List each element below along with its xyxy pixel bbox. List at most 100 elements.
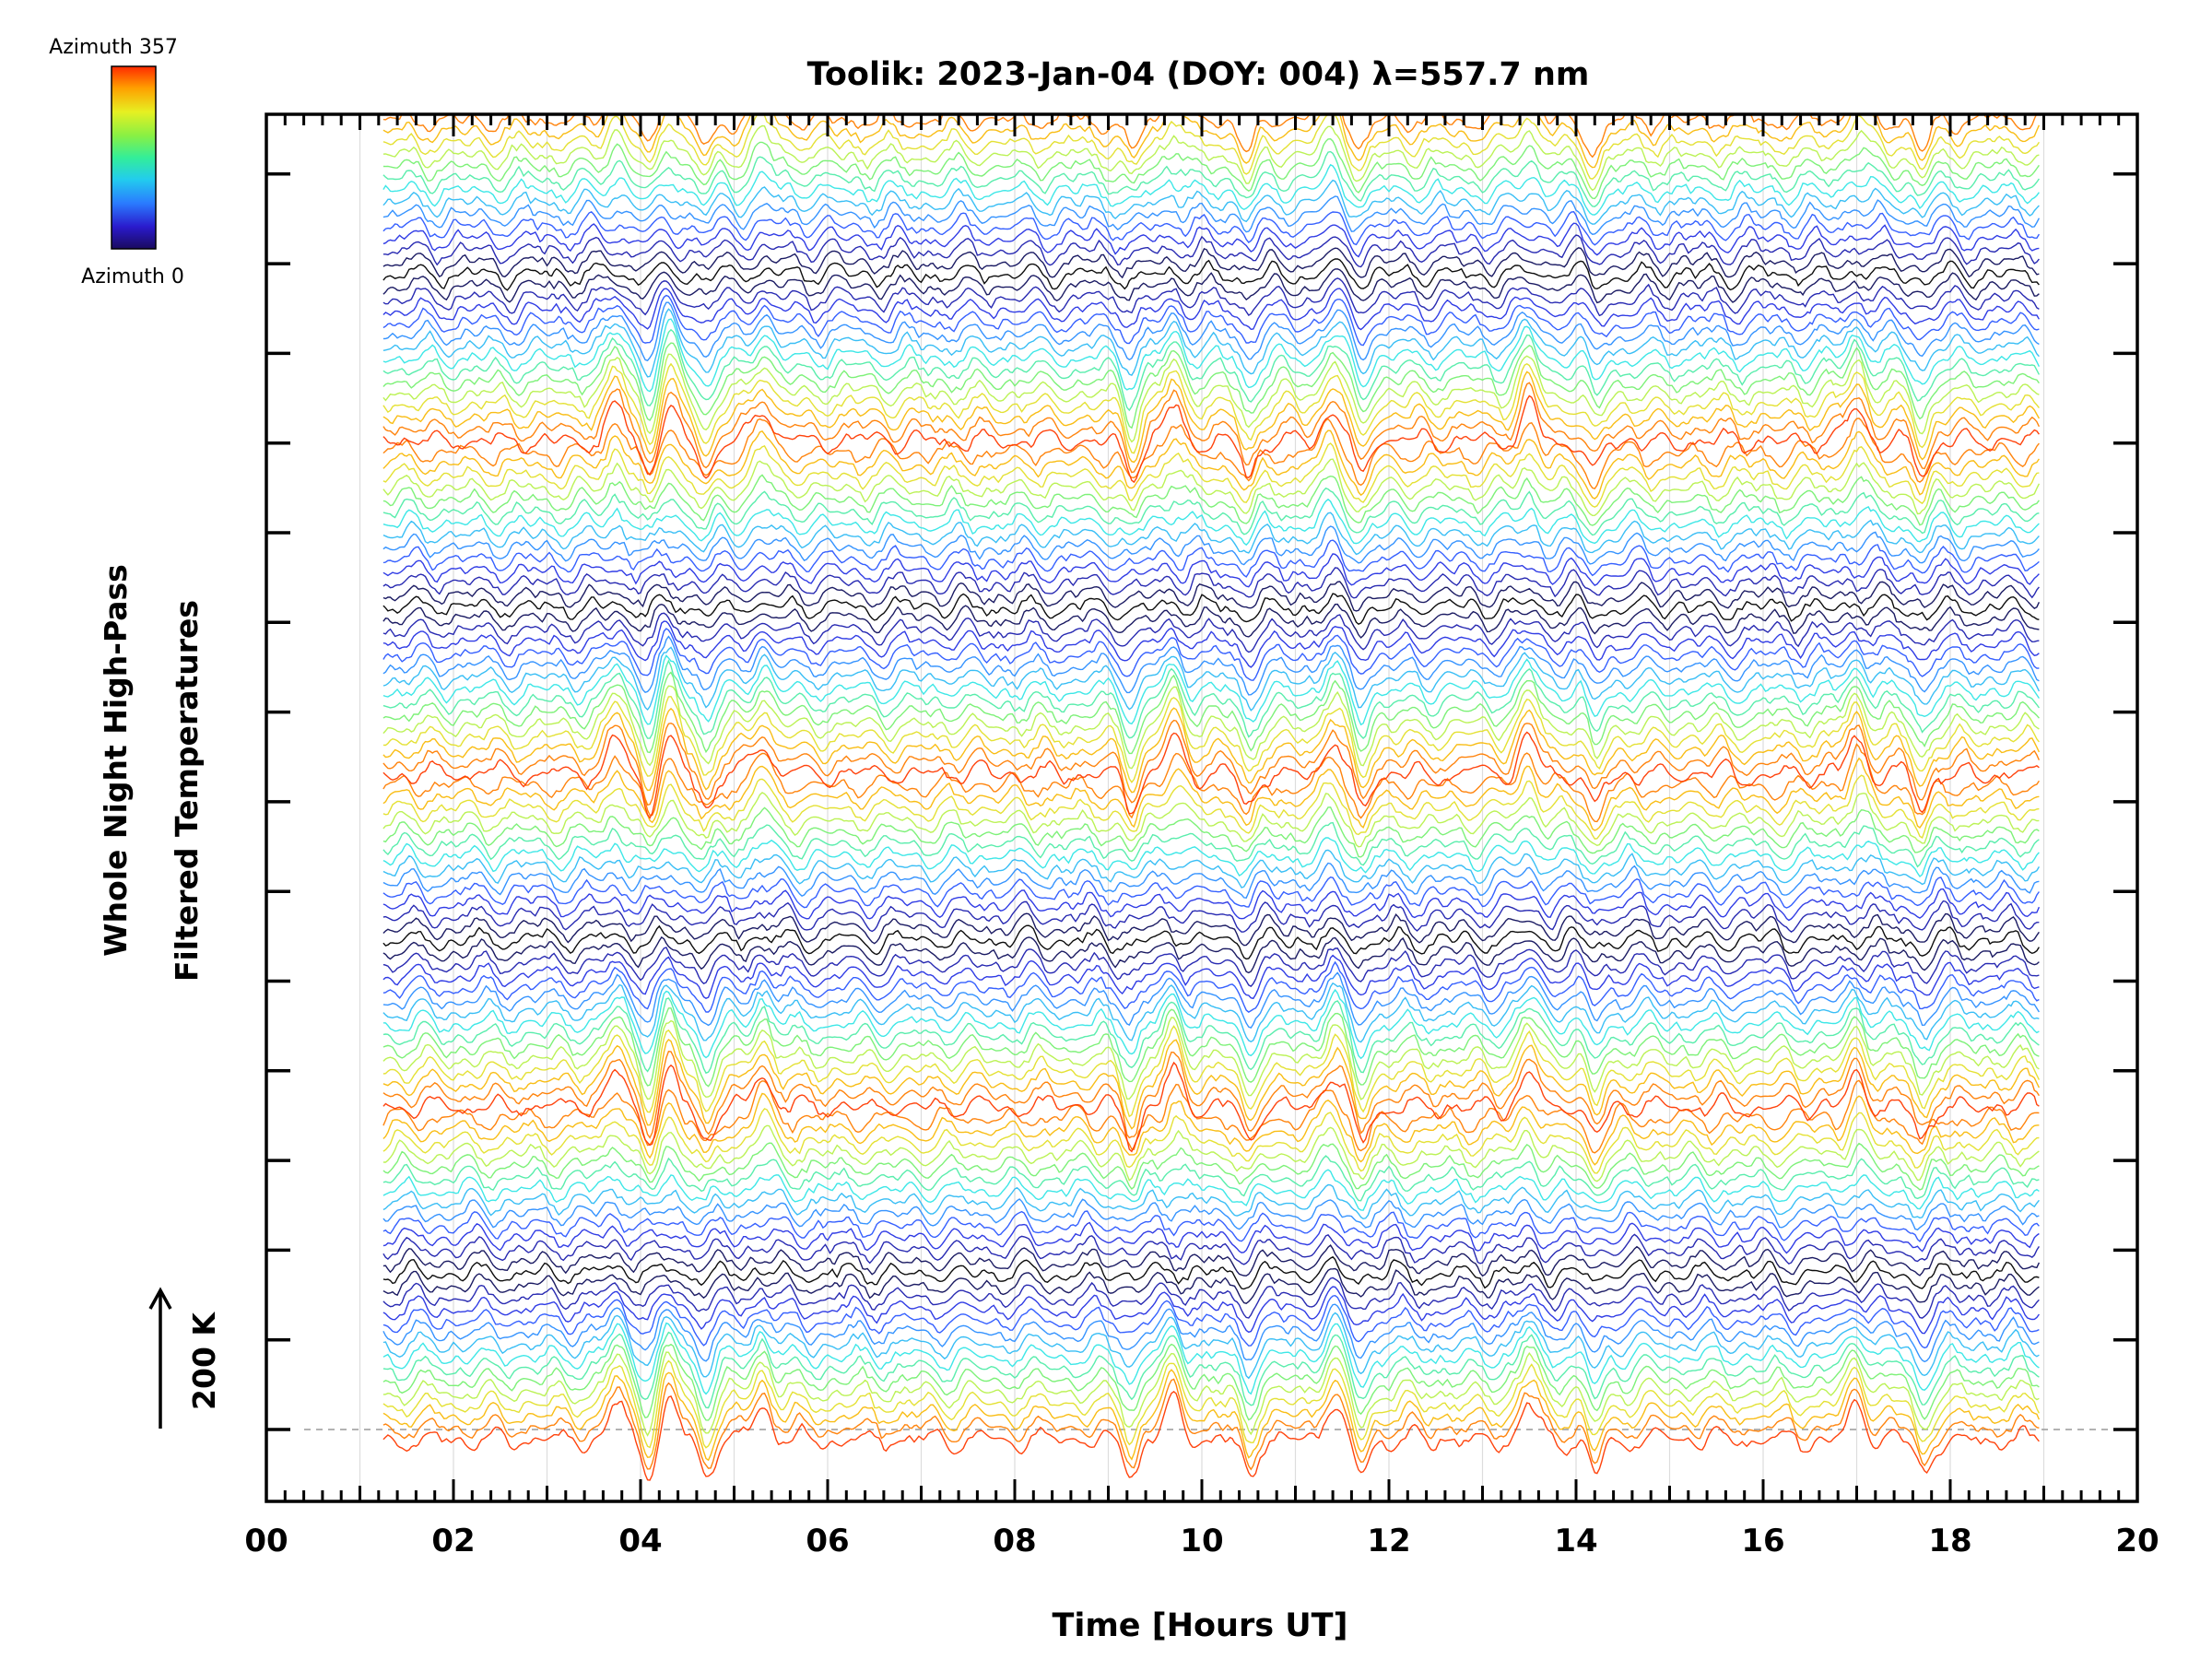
series-line <box>382 1039 2041 1130</box>
series-line <box>382 900 2040 933</box>
series-line <box>382 1286 2040 1335</box>
series-line <box>382 1378 2040 1471</box>
series-line <box>382 1007 2040 1088</box>
x-tick-label: 06 <box>806 1523 849 1559</box>
series-line <box>382 328 2041 412</box>
series-line <box>382 581 2041 612</box>
series-line <box>382 342 2040 429</box>
series-line <box>382 1169 2040 1211</box>
series-line <box>382 1017 2040 1100</box>
series-line <box>382 258 2040 291</box>
x-tick-label: 12 <box>1367 1523 1410 1559</box>
series-line <box>382 195 2041 235</box>
series-line <box>382 837 2040 878</box>
series-line <box>382 371 2041 464</box>
series-line <box>382 1359 2041 1449</box>
series-line <box>382 1124 2040 1182</box>
x-tick-label: 18 <box>1928 1523 1971 1559</box>
azimuth-colorbar: Azimuth 357 Azimuth 0 <box>49 36 184 288</box>
series-line <box>382 353 2040 443</box>
series-line <box>382 1391 2040 1481</box>
series-line <box>382 757 2040 831</box>
series-line <box>382 1092 2040 1166</box>
series-line <box>382 695 2040 783</box>
series-line <box>382 1025 2041 1118</box>
series-line <box>382 707 2041 794</box>
series-line <box>382 982 2040 1043</box>
series-line <box>382 1210 2040 1242</box>
scale-bar-label: 200 K <box>186 1312 222 1410</box>
series-line <box>382 924 2040 960</box>
series-line <box>382 1079 2040 1154</box>
series-line <box>382 635 2040 696</box>
series-line <box>382 971 2040 1029</box>
series-line <box>382 821 2040 868</box>
series-line <box>382 1331 2040 1409</box>
series-line <box>382 442 2040 508</box>
temperature-scale-bar: 200 K <box>148 1287 222 1429</box>
series-line <box>382 382 2041 474</box>
series-line <box>382 685 2040 770</box>
series-line <box>382 774 2040 840</box>
series-line <box>382 308 2040 378</box>
series-line <box>382 222 2040 258</box>
series-line <box>382 671 2040 755</box>
series-line <box>382 234 2040 268</box>
x-tick-label: 14 <box>1554 1523 1597 1559</box>
y-axis-label-line1: Whole Night High-Pass <box>98 564 134 957</box>
series-line <box>382 646 2041 712</box>
series-line <box>382 988 2040 1060</box>
series-line <box>382 862 2040 899</box>
series-line <box>382 719 2041 806</box>
series-line <box>382 150 2040 207</box>
series-line <box>382 997 2040 1075</box>
x-tick-labels: 00 02 04 06 08 10 12 14 16 18 20 <box>244 1523 2159 1559</box>
series-line <box>382 628 2040 681</box>
series-line <box>382 654 2040 726</box>
series-line <box>382 1351 2040 1437</box>
series-line <box>382 731 2040 819</box>
scale-bar-arrowhead <box>148 1287 172 1310</box>
series-line <box>382 935 2040 974</box>
colorbar-gradient <box>111 65 157 250</box>
y-axis-label: Whole Night High-Pass Filtered Temperatu… <box>98 564 205 982</box>
series-line <box>382 593 2040 626</box>
series-line <box>382 294 2040 347</box>
series-line <box>382 458 2041 517</box>
series-line <box>382 487 2040 536</box>
series-line <box>382 1294 2040 1349</box>
series-line <box>382 394 2040 484</box>
series-line <box>382 1277 2040 1319</box>
series-line <box>382 179 2040 225</box>
series-line <box>382 474 2040 526</box>
y-axis-label-line2: Filtered Temperatures <box>169 600 205 982</box>
series-line <box>382 1322 2040 1395</box>
series-line <box>382 612 2040 653</box>
series-line <box>382 553 2040 588</box>
series-line <box>382 888 2041 922</box>
x-tick-label: 00 <box>244 1523 288 1559</box>
series-line <box>382 318 2041 393</box>
series-line <box>382 1108 2040 1174</box>
series-line <box>382 277 2040 317</box>
series-line <box>382 114 2040 180</box>
series-line <box>382 659 2040 739</box>
series-line <box>382 620 2040 668</box>
series-line <box>382 792 2040 848</box>
series-line <box>382 743 2040 823</box>
series-line <box>382 849 2041 888</box>
series-line <box>382 1369 2041 1462</box>
chart-title: Toolik: 2023-Jan-04 (DOY: 004) λ=557.7 n… <box>807 56 1590 93</box>
series-line <box>382 947 2040 987</box>
series-line <box>382 1267 2040 1304</box>
axis-ticks <box>265 114 2139 1501</box>
x-tick-label: 20 <box>2115 1523 2159 1559</box>
x-tick-label: 16 <box>1741 1523 1784 1559</box>
series-line <box>382 137 2040 200</box>
series-line <box>382 498 2040 547</box>
series-line <box>382 1183 2040 1220</box>
colorbar-top-label: Azimuth 357 <box>49 36 178 59</box>
x-tick-label: 02 <box>431 1523 475 1559</box>
series-line <box>382 1155 2040 1202</box>
